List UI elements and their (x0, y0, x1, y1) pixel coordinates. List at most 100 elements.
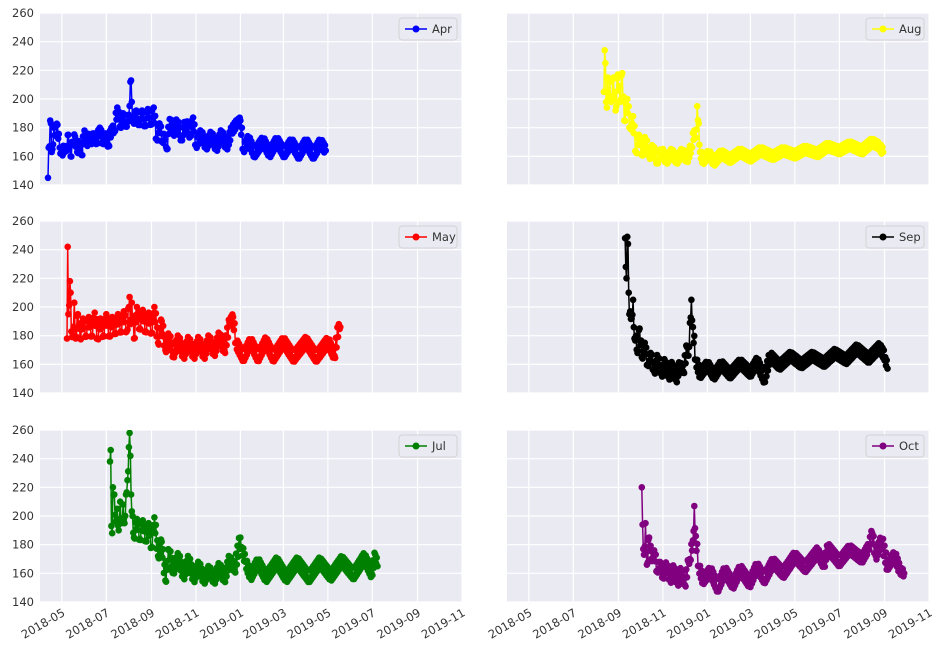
data-point (71, 133, 79, 140)
data-point (237, 131, 245, 138)
data-point (223, 341, 230, 349)
data-point (821, 563, 829, 570)
data-point (334, 333, 342, 341)
x-tick-label: 2019-05 (752, 605, 801, 641)
data-point (688, 317, 696, 324)
legend-label: Sep (899, 230, 921, 244)
y-tick-label: 200 (12, 300, 34, 314)
data-point (241, 550, 249, 558)
data-point (155, 341, 163, 348)
legend-marker-swatch (879, 233, 887, 241)
data-point (683, 566, 690, 573)
series-oct (638, 484, 908, 595)
data-point (68, 153, 75, 160)
legend-aug: Aug (865, 17, 925, 41)
x-tick-label: 2018-07 (63, 605, 112, 641)
data-point (632, 332, 640, 340)
y-tick-label: 220 (12, 63, 34, 77)
data-point (126, 293, 133, 301)
data-point (600, 88, 608, 96)
subplot-aug: Aug (507, 12, 930, 186)
data-point (629, 296, 637, 304)
x-tick-label: 2018-05 (19, 605, 68, 641)
data-point (151, 529, 159, 537)
subplot-sep: Sep (507, 220, 930, 394)
data-point (664, 562, 672, 570)
y-tick-label: 260 (12, 423, 34, 437)
data-point (643, 137, 651, 144)
data-point (622, 263, 630, 271)
data-point (127, 452, 134, 460)
data-point (682, 360, 689, 367)
x-tick-label: 2018-09 (575, 605, 624, 641)
data-point (233, 561, 241, 568)
data-point (374, 562, 381, 570)
data-point (44, 174, 52, 182)
data-point (111, 127, 119, 135)
data-point (615, 82, 623, 90)
data-point (761, 378, 769, 386)
data-point (124, 476, 131, 484)
data-point (634, 347, 642, 355)
data-point (175, 118, 182, 126)
data-point (221, 578, 229, 586)
x-tick-label: 2018-05 (486, 605, 535, 641)
data-point (625, 289, 632, 297)
legend-box (865, 225, 925, 249)
data-point (71, 299, 78, 307)
x-tick-label: 2018-11 (153, 605, 202, 641)
data-point (178, 137, 186, 144)
data-point (237, 117, 244, 124)
data-point (692, 532, 700, 540)
legend-label: Apr (432, 22, 452, 36)
legend-label: May (432, 230, 456, 244)
data-point (127, 77, 135, 84)
data-point (161, 136, 168, 144)
data-point (603, 104, 611, 111)
y-tick-label: 160 (12, 566, 34, 580)
data-point (232, 569, 239, 576)
data-point (651, 370, 659, 377)
data-point (54, 121, 61, 129)
data-point (658, 373, 666, 380)
data-point (49, 141, 57, 148)
data-point (115, 527, 122, 534)
data-point (624, 95, 631, 103)
x-tick-label: 2019-03 (240, 605, 289, 641)
data-point (157, 123, 165, 130)
legend-label: Oct (899, 439, 919, 453)
data-point (621, 117, 629, 125)
legend-box (398, 434, 458, 458)
y-tick-label: 180 (12, 538, 34, 552)
legend-marker-swatch (412, 233, 420, 241)
data-point (321, 141, 329, 149)
data-point (667, 579, 675, 586)
data-point (55, 130, 63, 138)
data-point (630, 129, 638, 137)
data-point (158, 538, 165, 546)
data-point (159, 554, 166, 561)
data-point (111, 511, 119, 519)
data-point (333, 344, 340, 351)
data-point (822, 556, 830, 564)
data-point (131, 334, 138, 342)
data-point (79, 151, 86, 159)
y-tick-label: 140 (12, 178, 34, 192)
data-point (164, 145, 171, 153)
y-tick-label: 240 (12, 452, 34, 466)
data-point (189, 114, 197, 121)
data-point (629, 311, 636, 319)
x-tick-label: 2018-07 (530, 605, 579, 641)
data-point (143, 538, 150, 545)
data-point (696, 141, 703, 148)
data-point (237, 534, 244, 541)
data-point (107, 446, 114, 454)
data-point (148, 329, 156, 337)
data-point (656, 355, 663, 362)
legend-sep: Sep (865, 225, 925, 249)
data-point (636, 325, 643, 332)
data-point (618, 69, 626, 77)
data-point (883, 356, 890, 364)
data-point (66, 277, 74, 285)
data-point (693, 547, 700, 555)
